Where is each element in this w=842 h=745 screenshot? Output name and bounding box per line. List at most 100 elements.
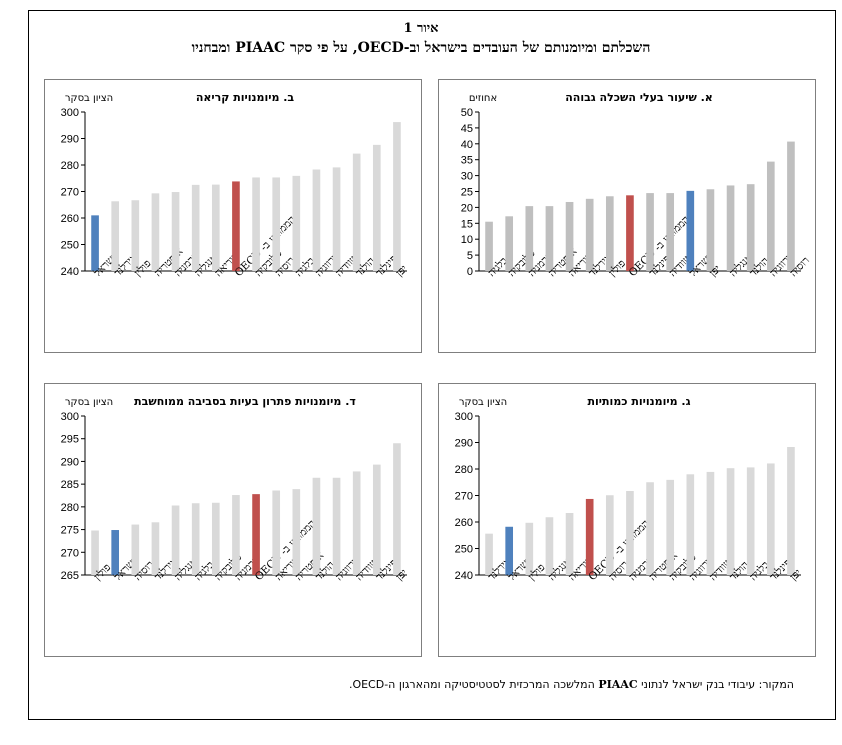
y-tick-label: 280 [61, 160, 79, 172]
bar [372, 144, 381, 271]
y-tick-label: 25 [461, 187, 473, 199]
y-axis-label: אחוזים [469, 93, 497, 104]
y-tick-label: 5 [467, 250, 473, 262]
bar [605, 495, 614, 575]
y-tick-label: 280 [455, 464, 473, 476]
bar [252, 177, 260, 271]
bar [272, 177, 281, 271]
bar [545, 206, 554, 271]
source-bold: PIAAC [598, 678, 638, 691]
y-tick-label: 30 [461, 171, 473, 183]
y-tick-label: 260 [455, 517, 473, 529]
chart-svg: ד. מיומנויות פתרון בעיות בסביבה ממוחשבת ה… [61, 395, 410, 584]
chart-svg: ב. מיומנויות קריאה הציון בסקר 240 250 260 270… [61, 91, 410, 280]
bar [191, 503, 200, 575]
bar [565, 512, 574, 575]
bar [272, 490, 281, 575]
y-tick-label: 300 [61, 411, 79, 423]
bar [726, 185, 735, 271]
y-tick-label: 250 [455, 544, 473, 556]
y-tick-label: 275 [61, 525, 79, 537]
y-tick-label: 285 [61, 479, 79, 491]
bar [505, 526, 514, 575]
bar [646, 482, 654, 575]
figure-frame [28, 10, 836, 720]
bar [111, 530, 120, 575]
chart-title: ג. מיומנויות כמותיות [588, 395, 691, 408]
chart-title: א. שיעור בעלי השכלה גבוהה [565, 91, 713, 104]
chart-title: ד. מיומנויות פתרון בעיות בסביבה ממוחשבת [134, 395, 356, 408]
bar [525, 522, 534, 575]
bar [171, 192, 180, 271]
bar [171, 505, 180, 575]
y-tick-label: 20 [461, 202, 473, 214]
y-tick-label: 35 [461, 155, 473, 167]
y-tick-label: 45 [461, 123, 473, 135]
bar [746, 467, 755, 575]
bar [626, 490, 634, 575]
bar [393, 122, 401, 271]
y-tick-label: 265 [61, 570, 79, 582]
bar [232, 181, 240, 271]
y-tick-label: 270 [455, 491, 473, 503]
bar [545, 517, 554, 575]
bar [292, 489, 301, 575]
panel-numeracy-skills: ג. מיומנויות כמותיות הציון בסקר 240 250 260 2… [438, 383, 816, 657]
y-tick-label: 250 [61, 240, 79, 252]
figure-title: השכלתם ומיומנותם של העובדים בישראל וב-OE… [191, 40, 651, 56]
bar [485, 533, 493, 575]
bar [372, 464, 381, 575]
bar [211, 502, 220, 575]
bar [352, 471, 361, 575]
y-tick-label: 240 [455, 570, 473, 582]
panel-higher-education: א. שיעור בעלי השכלה גבוהה אחוזים 0 5 10 15 20 2… [438, 79, 816, 353]
bar [605, 196, 614, 271]
y-tick-label: 15 [461, 218, 473, 230]
bar [626, 195, 634, 271]
bar [766, 463, 775, 575]
panel-problem-solving-skills: ד. מיומנויות פתרון בעיות בסביבה ממוחשבת ה… [44, 383, 422, 657]
chart-svg: ג. מיומנויות כמותיות הציון בסקר 240 250 260 2… [455, 395, 804, 584]
bar [787, 447, 795, 575]
y-tick-label: 10 [461, 234, 473, 246]
bar [111, 201, 120, 271]
bar [686, 190, 695, 271]
bar [666, 479, 675, 575]
chart-title: ב. מיומנויות קריאה [196, 91, 295, 104]
y-tick-label: 0 [467, 266, 473, 278]
bar [666, 193, 675, 271]
bar [525, 206, 534, 271]
y-tick-label: 290 [61, 456, 79, 468]
bar [232, 495, 240, 575]
bar [686, 474, 695, 575]
bar [585, 198, 594, 271]
bar [292, 175, 301, 271]
bar [565, 201, 574, 271]
bar [485, 221, 493, 271]
y-tick-label: 270 [61, 187, 79, 199]
y-tick-label: 240 [61, 266, 79, 278]
y-tick-label: 300 [455, 411, 473, 423]
bar [252, 494, 260, 575]
bar [312, 169, 321, 271]
bar [151, 522, 160, 575]
y-tick-label: 290 [61, 134, 79, 146]
y-axis-label: הציון בסקר [65, 93, 113, 104]
bar [393, 443, 401, 575]
panel-reading-skills: ב. מיומנויות קריאה הציון בסקר 240 250 260 270… [44, 79, 422, 353]
bar [787, 141, 795, 271]
y-tick-label: 270 [61, 547, 79, 559]
y-tick-label: 40 [461, 139, 473, 151]
y-tick-label: 290 [455, 438, 473, 450]
y-tick-label: 260 [61, 213, 79, 225]
bar [191, 184, 200, 271]
y-axis-label: הציון בסקר [459, 397, 507, 408]
source-label: המקור: עיבודי בנק ישראל לנתוני [641, 678, 794, 691]
y-tick-label: 300 [61, 107, 79, 119]
bar [211, 184, 220, 271]
y-tick-label: 280 [61, 502, 79, 514]
bar [766, 161, 775, 271]
bar [131, 524, 140, 575]
bar [151, 193, 160, 271]
bar [352, 153, 361, 271]
